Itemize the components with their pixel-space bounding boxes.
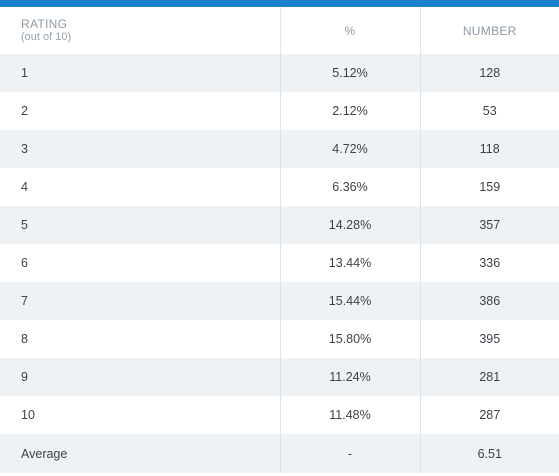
rating-cell: 2 — [0, 92, 281, 130]
table-row: 8 15.80% 395 — [0, 320, 559, 358]
table-header-row: RATING (out of 10) % NUMBER — [0, 7, 559, 54]
number-cell: 128 — [420, 54, 559, 92]
rating-cell: 4 — [0, 168, 281, 206]
number-cell: 159 — [420, 168, 559, 206]
percent-cell: 13.44% — [280, 244, 421, 282]
percent-cell: 11.48% — [280, 396, 421, 434]
table-row: 10 11.48% 287 — [0, 396, 559, 434]
rating-cell: 6 — [0, 244, 281, 282]
rating-cell: 10 — [0, 396, 281, 434]
percent-cell: 11.24% — [280, 358, 421, 396]
percent-cell: 14.28% — [280, 206, 421, 244]
number-cell: 336 — [420, 244, 559, 282]
percent-cell: 15.44% — [280, 282, 421, 320]
number-cell: 53 — [420, 92, 559, 130]
number-cell: 395 — [420, 320, 559, 358]
accent-top-bar — [0, 0, 559, 7]
number-cell: 287 — [420, 396, 559, 434]
table-row: 4 6.36% 159 — [0, 168, 559, 206]
rating-cell: 9 — [0, 358, 281, 396]
percent-cell: 5.12% — [280, 54, 421, 92]
column-header-rating: RATING (out of 10) — [0, 7, 281, 54]
number-cell: 386 — [420, 282, 559, 320]
column-header-number: NUMBER — [462, 23, 517, 38]
table-row: 6 13.44% 336 — [0, 244, 559, 282]
column-header-rating-sublabel: (out of 10) — [21, 30, 72, 43]
table-row: 5 14.28% 357 — [0, 206, 559, 244]
percent-cell: 2.12% — [280, 92, 421, 130]
table-row: 3 4.72% 118 — [0, 130, 559, 168]
table-row: 9 11.24% 281 — [0, 358, 559, 396]
table-body: 1 5.12% 128 2 2.12% 53 3 4.72% 118 4 6.36% 159 5 14.2… — [0, 54, 559, 473]
column-header-rating-label: RATING — [21, 16, 68, 31]
average-row: Average -6.51 — [0, 434, 559, 473]
rating-cell: 8 — [0, 320, 281, 358]
number-cell: 118 — [420, 130, 559, 168]
number-cell: 281 — [420, 358, 559, 396]
table-row: 7 15.44% 386 — [0, 282, 559, 320]
percent-cell: 4.72% — [280, 130, 421, 168]
rating-distribution-table: RATING (out of 10) % NUMBER 1 5.12% 128 2 2.… — [0, 7, 559, 473]
table-row: 1 5.12% 128 — [0, 54, 559, 92]
column-header-percent: % — [280, 7, 421, 54]
percent-cell: 6.36% — [280, 168, 421, 206]
rating-cell: 5 — [0, 206, 281, 244]
rating-cell: 7 — [0, 282, 281, 320]
percent-cell: 15.80% — [280, 320, 421, 358]
average-number-cell: 6.51 — [420, 434, 559, 473]
rating-cell: 1 — [0, 54, 281, 92]
average-label-cell: Average — [0, 434, 281, 473]
average-percent-cell: - — [280, 434, 421, 473]
number-cell: 357 — [420, 206, 559, 244]
rating-cell: 3 — [0, 130, 281, 168]
table-row: 2 2.12% 53 — [0, 92, 559, 130]
